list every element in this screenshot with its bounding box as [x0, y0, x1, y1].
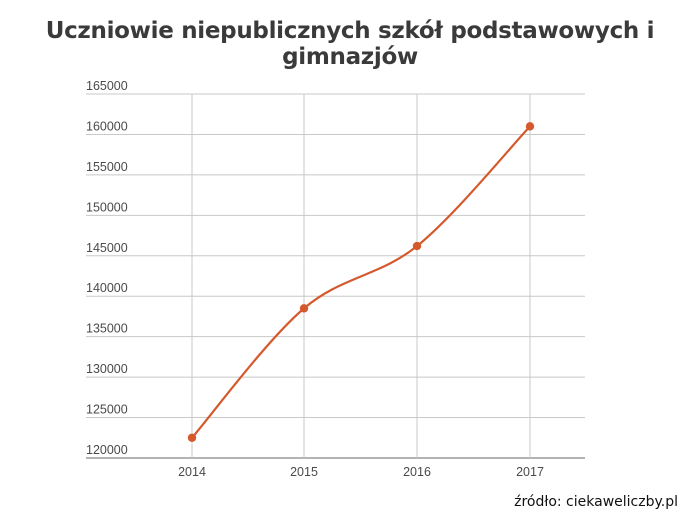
y-tick-label: 125000: [86, 403, 128, 417]
x-tick-label: 2016: [403, 465, 431, 479]
y-tick-label: 120000: [86, 443, 128, 457]
chart-title: Uczniowie niepublicznych szkół podstawow…: [45, 18, 655, 70]
x-axis-tick-labels: 2014 2015 2016 2017: [178, 465, 544, 479]
y-tick-label: 135000: [86, 322, 128, 336]
data-point: [187, 433, 197, 442]
grid-lines: [86, 93, 585, 459]
data-point: [412, 241, 422, 251]
y-tick-label: 150000: [86, 200, 128, 214]
y-tick-label: 140000: [86, 281, 128, 295]
data-point: [299, 304, 309, 313]
y-tick-label: 145000: [86, 241, 128, 255]
y-tick-label: 155000: [86, 160, 128, 174]
x-tick-label: 2014: [178, 465, 206, 479]
series-line: [191, 125, 531, 439]
x-tick-label: 2017: [516, 465, 544, 479]
y-axis-tick-labels: 120000 125000 130000 135000 140000 145000 1500…: [86, 79, 128, 457]
y-tick-label: 165000: [86, 79, 128, 93]
source-note: źródło: ciekaweliczby.pl: [514, 494, 678, 510]
data-point: [525, 122, 535, 131]
y-tick-label: 160000: [86, 119, 128, 133]
y-tick-label: 130000: [86, 362, 128, 376]
x-tick-label: 2015: [290, 465, 318, 479]
data-points: [187, 122, 535, 442]
